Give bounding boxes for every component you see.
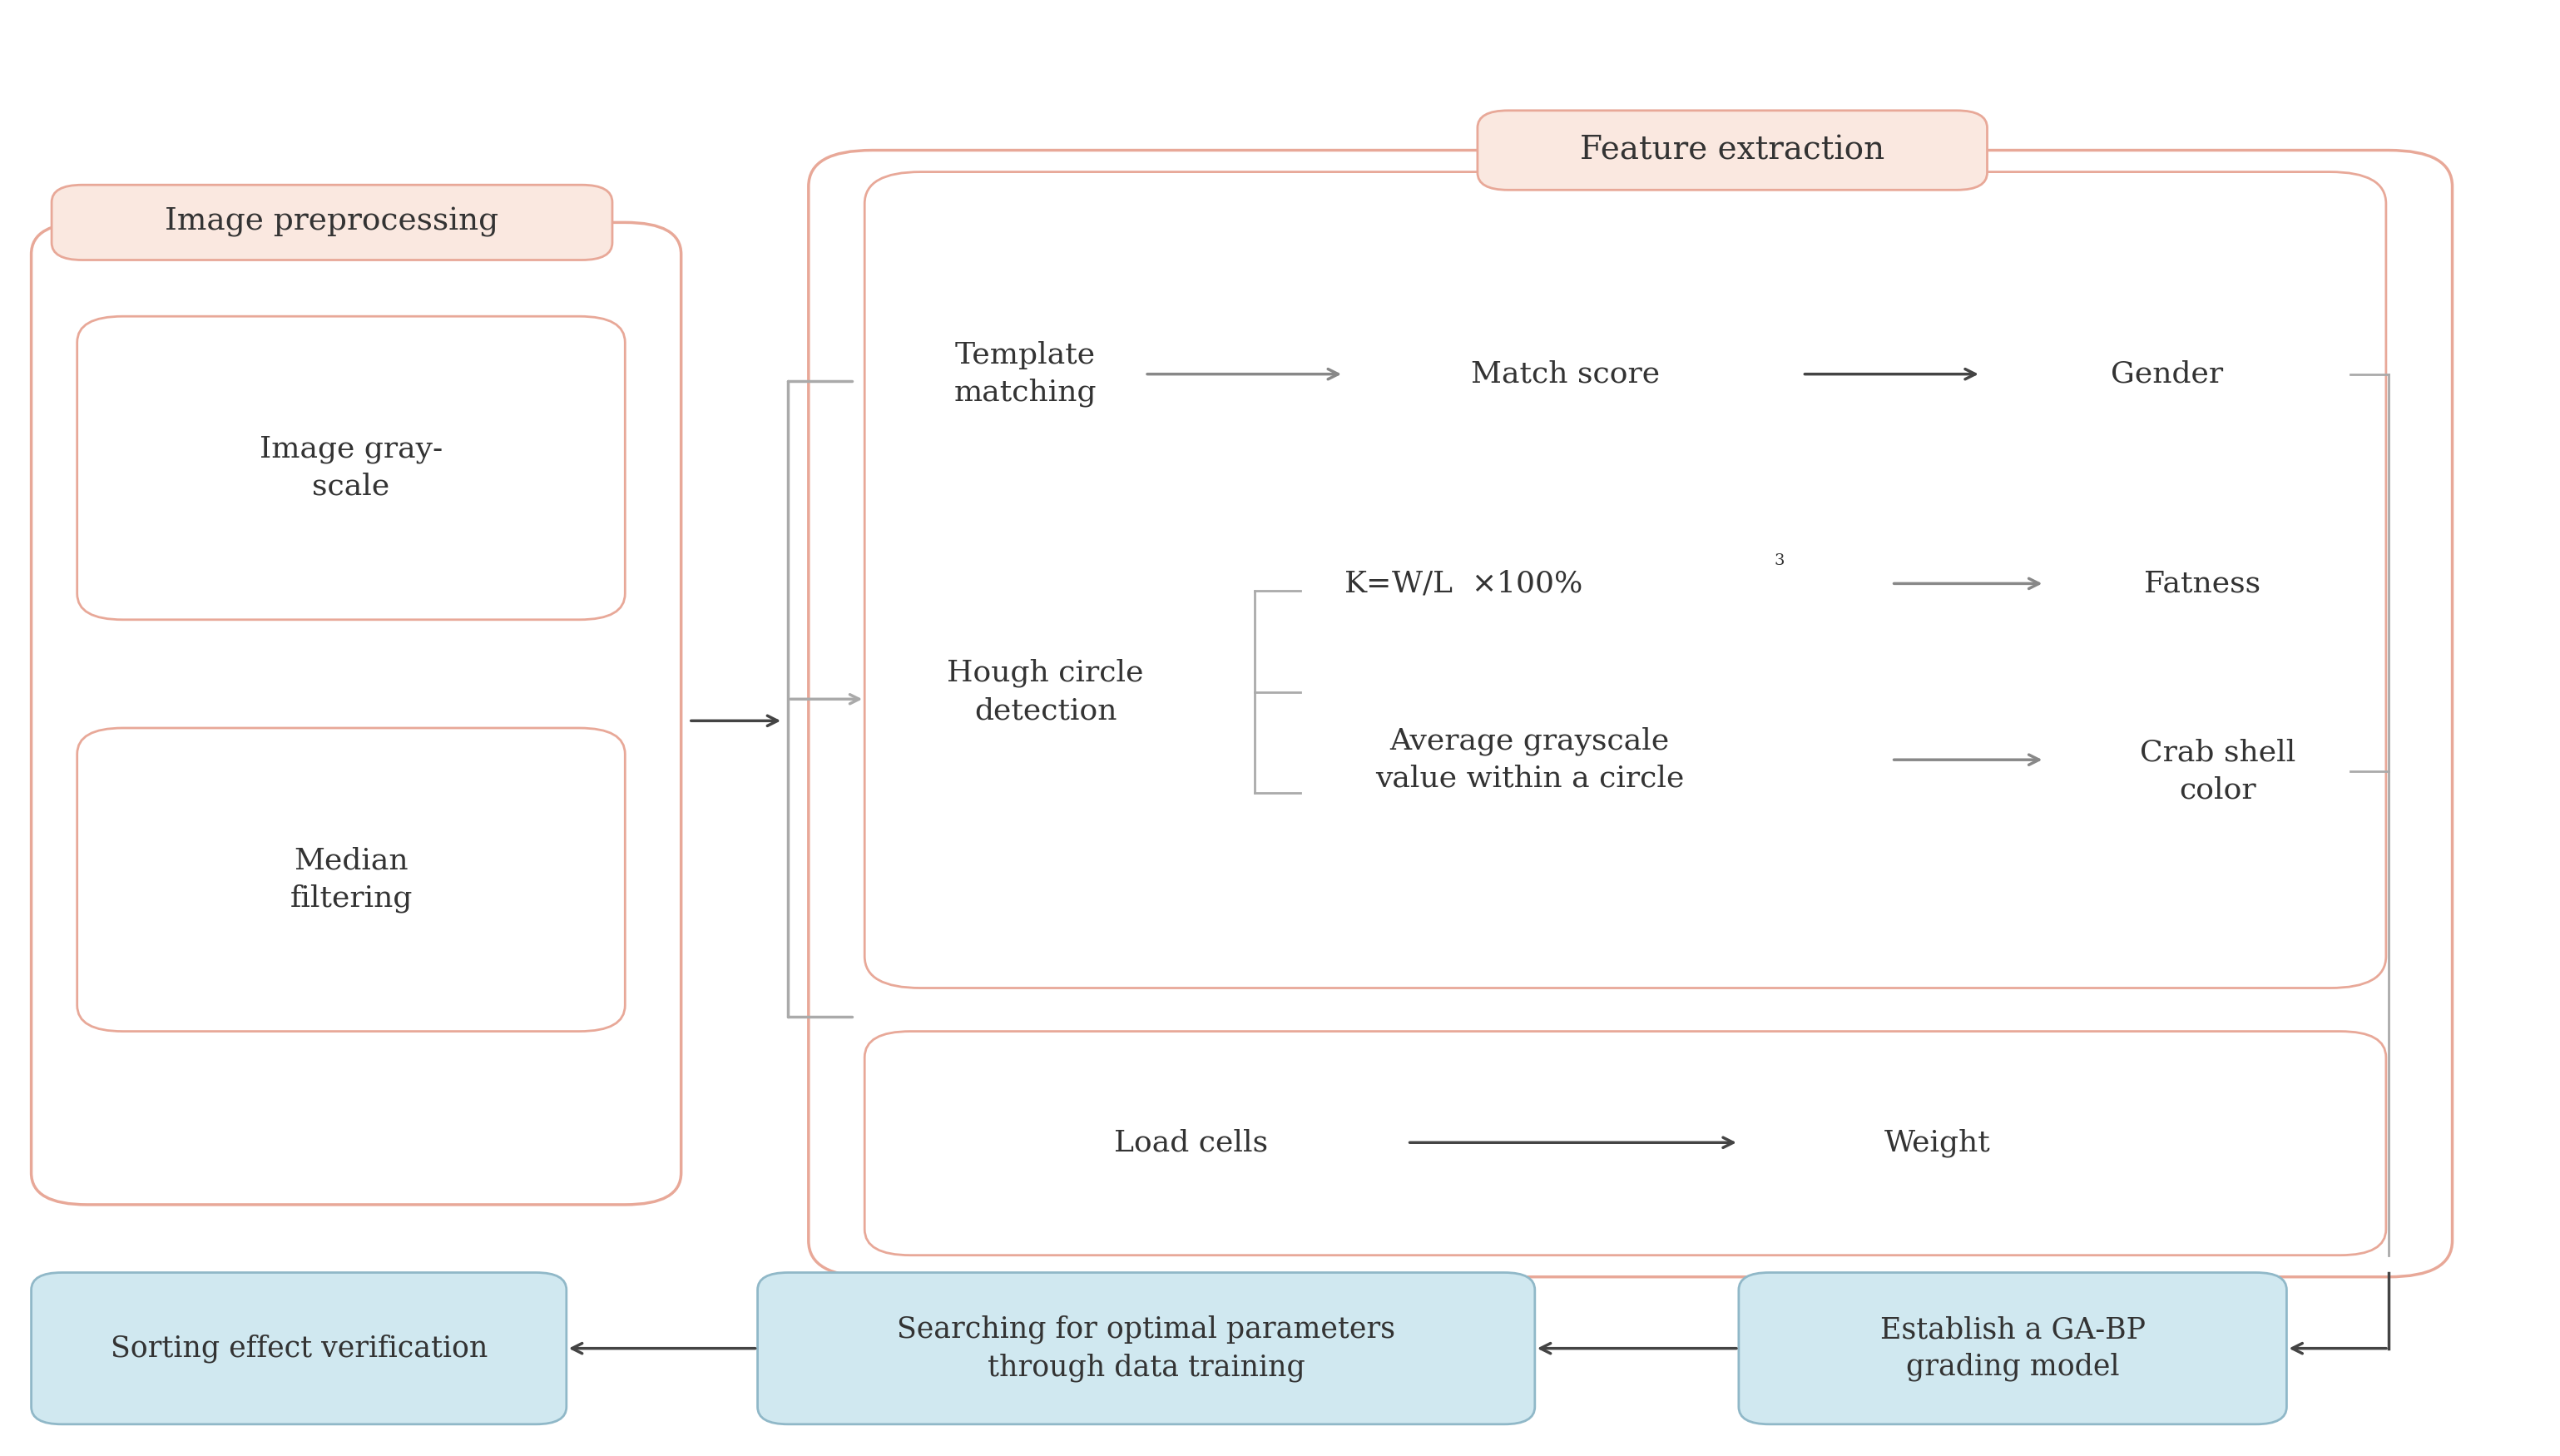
FancyBboxPatch shape — [758, 1273, 1536, 1424]
FancyBboxPatch shape — [77, 728, 625, 1031]
FancyBboxPatch shape — [1738, 1273, 2286, 1424]
Text: Load cells: Load cells — [1114, 1128, 1267, 1156]
Text: Fatness: Fatness — [2145, 569, 2260, 598]
FancyBboxPatch shape — [865, 172, 2386, 989]
FancyBboxPatch shape — [31, 223, 681, 1204]
Text: Median
filtering: Median filtering — [289, 847, 412, 913]
Text: Weight: Weight — [1884, 1128, 1992, 1158]
Text: Match score: Match score — [1472, 360, 1659, 389]
FancyBboxPatch shape — [865, 1031, 2386, 1255]
Text: Template
matching: Template matching — [955, 341, 1096, 408]
FancyBboxPatch shape — [31, 1273, 566, 1424]
Text: Feature extraction: Feature extraction — [1580, 135, 1884, 166]
Text: Searching for optimal parameters
through data training: Searching for optimal parameters through… — [896, 1315, 1395, 1382]
FancyBboxPatch shape — [809, 150, 2452, 1277]
Text: Gender: Gender — [2109, 360, 2222, 389]
Text: Crab shell
color: Crab shell color — [2140, 738, 2296, 804]
Text: Establish a GA-BP
grading model: Establish a GA-BP grading model — [1879, 1315, 2145, 1382]
Text: Image preprocessing: Image preprocessing — [164, 207, 499, 237]
FancyBboxPatch shape — [77, 316, 625, 620]
Text: Sorting effect verification: Sorting effect verification — [110, 1334, 486, 1363]
Text: Average grayscale
value within a circle: Average grayscale value within a circle — [1375, 727, 1684, 792]
Text: Hough circle
detection: Hough circle detection — [947, 660, 1144, 725]
Text: Image gray-
scale: Image gray- scale — [259, 435, 443, 501]
FancyBboxPatch shape — [1477, 111, 1987, 189]
Text: K=W/L  $\times$100%: K=W/L $\times$100% — [1344, 569, 1582, 598]
Text: 3: 3 — [1774, 553, 1784, 568]
FancyBboxPatch shape — [51, 185, 612, 261]
